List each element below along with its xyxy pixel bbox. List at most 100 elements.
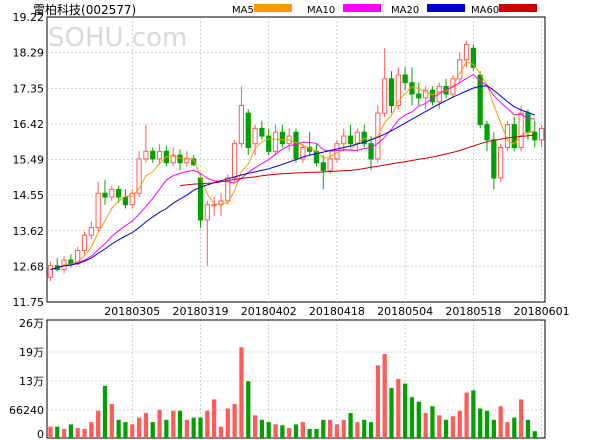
volume-bar-up [130,424,135,438]
volume-bar-up [450,416,456,438]
ma-line-ma60 [179,134,535,187]
ma-line-ma20 [50,85,535,271]
legend-swatch-ma60 [499,4,537,12]
candle-body-up [518,112,524,148]
candle-body-down [197,177,204,221]
volume-bar-up [375,365,380,438]
volume-bar-up [505,422,510,438]
price-tick-label: 19.22 [13,11,45,24]
volume-bar-up [341,419,346,438]
volume-bar-up [382,354,387,438]
candle-body-up [341,135,347,145]
volume-bar-down [471,390,476,438]
candle-body-down [320,162,326,171]
candle-body-up [327,158,333,171]
volume-bar-up [464,392,469,438]
price-tick-label: 15.49 [13,154,45,167]
candle-body-down [470,47,476,68]
watermark: SOHU.com [48,23,187,53]
volume-bar-down [532,431,537,438]
legend-label-ma60: MA60 [471,5,499,16]
volume-bar-up [287,428,292,438]
volume-tick-label: 0 [37,428,44,440]
candle-body-down [511,124,517,148]
volume-bar-down [484,410,490,438]
volume-bar-up [519,399,524,438]
ma-line-ma5 [50,61,535,271]
candle-body-down [477,74,483,126]
candle-body-down [532,131,538,141]
volume-bar-up [498,406,503,438]
candle-body-down [102,192,108,198]
candle-body-down [122,196,129,206]
volume-bar-down [389,388,394,438]
volume-bar-down [102,385,108,438]
candle-body-down [388,78,395,107]
price-tick-label: 11.75 [13,296,45,309]
volume-bar-up [327,419,333,438]
candle-body-up [184,158,190,164]
candle-body-down [416,93,422,99]
volume-bar-up [252,415,258,438]
volume-tick-label: 26万 [19,317,44,330]
volume-bar-down [443,419,449,438]
volume-bar-down [55,426,60,438]
volume-bar-down [403,383,408,438]
candle-body-up [300,146,306,160]
volume-grid [46,319,546,439]
candle-body-up [272,131,279,152]
candle-body-up [231,143,238,179]
price-grid [46,16,546,438]
volume-bar-up [136,417,142,438]
volume-bar-up [355,422,360,438]
volume-bar-down [362,419,367,438]
legend-swatch-ma10 [343,4,381,12]
legend-swatch-ma20 [427,4,465,12]
volume-bar-up [143,413,149,438]
candle-body-down [347,135,354,145]
candle-body-up [170,154,176,164]
candle-body-up [47,265,54,278]
volume-bar-up [232,403,237,438]
volume-bar-down [246,381,251,438]
candle-body-up [225,177,231,202]
volume-bar-up [184,419,189,438]
volume-bar-down [409,397,415,438]
volume-bar-down [307,428,312,438]
volume-bar-up [96,410,101,438]
candle-body-up [129,192,135,206]
candle-body-down [245,112,251,148]
volume-bar-down [512,417,517,438]
candle-body-down [402,74,408,84]
candle-body-down [191,158,197,166]
volume-bar-up [437,415,442,438]
candle-body-up [156,150,163,160]
volume-bar-up [48,426,53,438]
stock-title: 雷柏科技(002577) [33,2,136,17]
volume-bar-up [273,424,278,438]
candle-body-down [259,127,265,137]
candle-body-up [382,78,388,114]
volume-bar-up [82,428,87,438]
date-tick-label: 20180305 [104,305,160,318]
volume-bar-down [491,419,496,438]
volume-bar-down [478,408,483,438]
candle-body-up [538,127,545,141]
candle-body-up [238,105,245,145]
date-tick-label: 20180319 [172,305,228,318]
date-tick-label: 20180518 [445,305,501,318]
volume-bar-up [157,409,162,438]
volume-bar-up [396,379,401,438]
candle-body-up [88,227,94,236]
candle-body-down [293,131,299,160]
volume-bar-up [225,408,230,438]
candle-body-down [266,135,272,152]
volume-bar-down [150,422,155,438]
candle-body-up [423,89,429,99]
candle-body-up [498,146,504,179]
volume-bar-down [198,417,203,438]
volume-bar-up [457,410,462,438]
volume-bar-down [321,419,326,438]
volume-bar-down [177,410,183,438]
